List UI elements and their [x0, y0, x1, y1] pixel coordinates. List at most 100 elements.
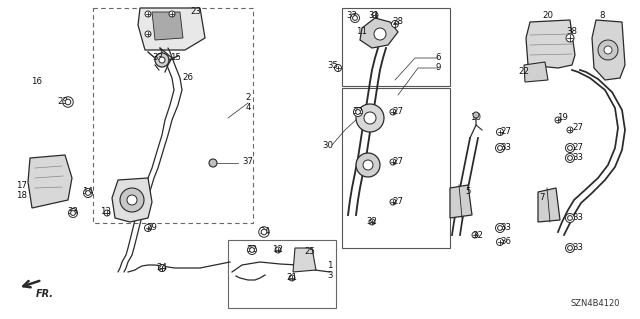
- Circle shape: [353, 108, 362, 116]
- Circle shape: [568, 145, 572, 150]
- Text: 32: 32: [367, 218, 378, 226]
- Text: 32: 32: [353, 108, 364, 116]
- Circle shape: [497, 129, 504, 136]
- Circle shape: [374, 28, 386, 40]
- Circle shape: [497, 239, 504, 246]
- Text: 9: 9: [435, 63, 441, 72]
- Circle shape: [289, 275, 295, 281]
- Text: 4: 4: [245, 103, 251, 113]
- Text: 33: 33: [152, 54, 163, 63]
- Text: 8: 8: [599, 11, 605, 19]
- Text: 6: 6: [435, 54, 441, 63]
- Text: 27: 27: [573, 123, 584, 132]
- Circle shape: [363, 160, 373, 170]
- Text: 33: 33: [573, 243, 584, 253]
- Circle shape: [604, 46, 612, 54]
- Text: 36: 36: [500, 238, 511, 247]
- Circle shape: [159, 264, 166, 271]
- Circle shape: [169, 11, 175, 17]
- Circle shape: [353, 16, 357, 20]
- Circle shape: [351, 13, 360, 23]
- Circle shape: [159, 57, 165, 63]
- Text: 11: 11: [356, 27, 367, 36]
- Text: 24: 24: [157, 263, 168, 272]
- Text: 21: 21: [287, 273, 298, 283]
- Bar: [93, 8, 253, 223]
- Circle shape: [390, 159, 396, 165]
- Circle shape: [356, 104, 384, 132]
- Circle shape: [68, 209, 77, 218]
- Circle shape: [372, 12, 378, 18]
- Circle shape: [70, 211, 76, 215]
- Circle shape: [261, 229, 267, 235]
- Circle shape: [159, 264, 166, 271]
- Circle shape: [566, 213, 575, 222]
- Circle shape: [495, 144, 504, 152]
- Circle shape: [104, 210, 110, 216]
- Text: 33: 33: [573, 213, 584, 222]
- Circle shape: [472, 232, 478, 238]
- Text: 5: 5: [465, 188, 471, 197]
- Text: 33: 33: [500, 144, 511, 152]
- Circle shape: [568, 156, 572, 160]
- Polygon shape: [293, 248, 316, 272]
- Circle shape: [356, 110, 360, 115]
- Circle shape: [83, 189, 93, 197]
- Circle shape: [568, 216, 572, 220]
- Text: 10: 10: [470, 114, 481, 122]
- Text: 1: 1: [327, 261, 333, 270]
- Text: 3: 3: [327, 271, 333, 279]
- Circle shape: [390, 199, 396, 205]
- Circle shape: [127, 195, 137, 205]
- Polygon shape: [450, 185, 472, 218]
- Text: 7: 7: [540, 194, 545, 203]
- Circle shape: [568, 246, 572, 250]
- Text: 29: 29: [147, 224, 157, 233]
- Text: 18: 18: [17, 190, 28, 199]
- Text: 33: 33: [500, 224, 511, 233]
- Text: 16: 16: [31, 78, 42, 86]
- Circle shape: [259, 227, 269, 237]
- Text: 35: 35: [328, 61, 339, 70]
- Text: 27: 27: [392, 197, 403, 206]
- Text: 12: 12: [273, 246, 284, 255]
- Text: 27: 27: [500, 128, 511, 137]
- Circle shape: [498, 145, 502, 150]
- Text: 25: 25: [305, 248, 316, 256]
- Circle shape: [86, 190, 90, 196]
- Text: 37: 37: [243, 158, 253, 167]
- Text: 33: 33: [346, 11, 358, 19]
- Text: 22: 22: [518, 68, 529, 77]
- Circle shape: [145, 31, 151, 37]
- Polygon shape: [28, 155, 72, 208]
- Circle shape: [566, 34, 574, 42]
- Circle shape: [145, 11, 151, 17]
- Circle shape: [209, 159, 217, 167]
- Polygon shape: [592, 20, 625, 80]
- Polygon shape: [538, 188, 560, 222]
- Text: 30: 30: [323, 140, 333, 150]
- Circle shape: [155, 53, 169, 67]
- Text: 32: 32: [472, 231, 483, 240]
- Text: 27: 27: [392, 108, 403, 116]
- Circle shape: [250, 248, 255, 252]
- Text: 14: 14: [83, 188, 93, 197]
- Circle shape: [369, 219, 375, 225]
- Text: 17: 17: [17, 181, 28, 189]
- Text: 27: 27: [573, 144, 584, 152]
- Text: 33: 33: [573, 153, 584, 162]
- Circle shape: [120, 188, 144, 212]
- Circle shape: [567, 127, 573, 133]
- Text: 27: 27: [392, 158, 403, 167]
- Circle shape: [473, 112, 479, 118]
- Text: SZN4B4120: SZN4B4120: [570, 299, 620, 308]
- Circle shape: [356, 153, 380, 177]
- Polygon shape: [524, 62, 548, 82]
- Circle shape: [566, 243, 575, 253]
- Polygon shape: [112, 178, 152, 222]
- Circle shape: [392, 20, 399, 27]
- Text: 23: 23: [58, 98, 68, 107]
- Text: FR.: FR.: [36, 289, 54, 299]
- Text: 34: 34: [259, 227, 271, 236]
- Circle shape: [498, 226, 502, 230]
